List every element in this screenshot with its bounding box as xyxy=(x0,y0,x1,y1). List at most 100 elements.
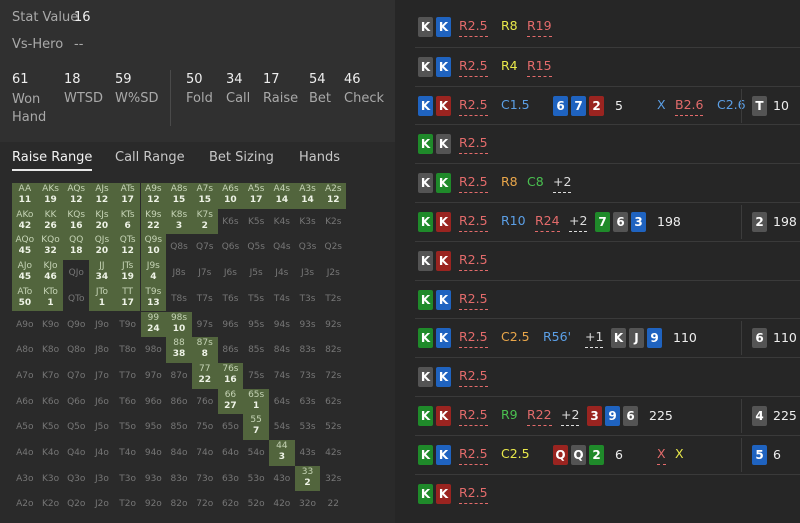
range-cell[interactable]: Q3s xyxy=(295,234,321,260)
range-cell[interactable]: 88 38 xyxy=(166,337,192,363)
range-cell[interactable]: 32o xyxy=(295,491,321,517)
range-cell[interactable]: 72o xyxy=(192,491,218,517)
range-cell[interactable]: K9s 22 xyxy=(140,208,167,235)
range-cell[interactable]: 76o xyxy=(192,389,218,415)
range-cell[interactable]: A4o xyxy=(12,440,38,466)
range-cell[interactable]: A3o xyxy=(12,466,38,492)
range-cell[interactable]: 94s xyxy=(269,312,295,338)
range-cell[interactable]: AA 11 xyxy=(12,183,38,209)
range-cell[interactable]: 82s xyxy=(320,337,346,363)
range-cell[interactable]: 65o xyxy=(218,414,244,440)
range-cell[interactable]: A2s 12 xyxy=(320,183,347,209)
range-cell[interactable]: K2s xyxy=(320,209,346,235)
range-cell[interactable]: QTs 12 xyxy=(114,234,141,261)
range-cell[interactable]: J5s xyxy=(243,260,269,286)
range-cell[interactable]: 84o xyxy=(166,440,192,466)
range-cell[interactable]: J2s xyxy=(320,260,346,286)
range-cell[interactable]: J8s xyxy=(166,260,192,286)
range-cell[interactable]: 75s xyxy=(243,363,269,389)
range-cell[interactable]: KQo 32 xyxy=(37,234,64,261)
tab-bet-sizing[interactable]: Bet Sizing xyxy=(209,150,274,165)
range-cell[interactable]: AQs 12 xyxy=(63,183,90,209)
range-cell[interactable]: 92o xyxy=(141,491,167,517)
range-cell[interactable]: KTo 1 xyxy=(37,285,64,312)
range-cell[interactable]: AKo 42 xyxy=(12,208,38,235)
range-cell[interactable]: J7o xyxy=(89,363,115,389)
range-cell[interactable]: TT 17 xyxy=(114,285,141,312)
range-cell[interactable]: 94o xyxy=(141,440,167,466)
range-cell[interactable]: 77 22 xyxy=(191,362,218,389)
range-cell[interactable]: 82o xyxy=(166,491,192,517)
range-cell[interactable]: A7o xyxy=(12,363,38,389)
range-cell[interactable]: Q6s xyxy=(218,234,244,260)
range-cell[interactable]: 54s xyxy=(269,414,295,440)
range-cell[interactable]: Q2o xyxy=(63,491,89,517)
range-cell[interactable]: QQ 18 xyxy=(63,234,90,261)
range-cell[interactable]: 76s 16 xyxy=(217,362,244,389)
range-cell[interactable]: AKs 19 xyxy=(37,183,64,209)
range-cell[interactable]: 96o xyxy=(141,389,167,415)
range-cell[interactable]: K9o xyxy=(38,312,64,338)
range-cell[interactable]: A9s 12 xyxy=(140,183,167,209)
range-cell[interactable]: 83o xyxy=(166,466,192,492)
range-cell[interactable]: 52o xyxy=(243,491,269,517)
hand-row[interactable]: K K R2.5 C2.5 R56' +1 K J 9 110 6 110 xyxy=(415,318,800,356)
range-cell[interactable]: QJs 20 xyxy=(89,234,115,261)
hand-row[interactable]: K K R2.5 xyxy=(415,279,800,318)
range-cell[interactable]: 93s xyxy=(295,312,321,338)
range-cell[interactable]: 86o xyxy=(166,389,192,415)
range-cell[interactable]: 83s xyxy=(295,337,321,363)
range-cell[interactable]: K8o xyxy=(38,337,64,363)
range-cell[interactable]: T9s 13 xyxy=(140,285,167,312)
range-cell[interactable]: QJo xyxy=(63,260,89,286)
range-cell[interactable]: Q7o xyxy=(63,363,89,389)
hand-row[interactable]: K K R2.5 C1.5 6 7 2 5 X B2.6 C2.6 T 10 xyxy=(415,85,800,124)
range-cell[interactable]: 44 3 xyxy=(269,440,295,466)
tab-raise-range[interactable]: Raise Range xyxy=(12,150,93,171)
range-cell[interactable]: JJ 34 xyxy=(89,260,115,286)
range-cell[interactable]: T5s xyxy=(243,286,269,312)
range-cell[interactable]: KTs 6 xyxy=(114,208,141,235)
range-cell[interactable]: 53s xyxy=(295,414,321,440)
range-cell[interactable]: Q9s 10 xyxy=(140,234,167,261)
hand-row[interactable]: K K R2.5 R4 R15 xyxy=(415,46,800,85)
range-cell[interactable]: J2o xyxy=(89,491,115,517)
range-cell[interactable]: Q9o xyxy=(63,312,89,338)
range-cell[interactable]: 84s xyxy=(269,337,295,363)
range-cell[interactable]: AJs 12 xyxy=(89,183,115,209)
range-cell[interactable]: QTo xyxy=(63,286,89,312)
range-cell[interactable]: K7s 2 xyxy=(191,208,218,235)
range-cell[interactable]: A9o xyxy=(12,312,38,338)
range-cell[interactable]: Q6o xyxy=(63,389,89,415)
range-cell[interactable]: J4s xyxy=(269,260,295,286)
range-cell[interactable]: T2s xyxy=(320,286,346,312)
range-cell[interactable]: 73s xyxy=(295,363,321,389)
range-cell[interactable]: 55 7 xyxy=(243,414,269,440)
hand-row[interactable]: K K R2.5 R8 R19 xyxy=(415,8,800,46)
range-cell[interactable]: 43o xyxy=(269,466,295,492)
range-cell[interactable]: 87s 8 xyxy=(191,337,218,363)
range-cell[interactable]: 64o xyxy=(218,440,244,466)
hand-row[interactable]: K K R2.5 R10 R24 +2 7 6 3 198 2 198 xyxy=(415,202,800,240)
range-cell[interactable]: 63o xyxy=(218,466,244,492)
range-cell[interactable]: T6s xyxy=(218,286,244,312)
range-cell[interactable]: A4s 14 xyxy=(269,183,295,209)
range-cell[interactable]: J4o xyxy=(89,440,115,466)
range-cell[interactable]: T2o xyxy=(115,491,141,517)
range-cell[interactable]: 72s xyxy=(320,363,346,389)
range-cell[interactable]: KJo 46 xyxy=(37,260,64,286)
range-cell[interactable]: T8s xyxy=(166,286,192,312)
range-cell[interactable]: T7s xyxy=(192,286,218,312)
range-cell[interactable]: T7o xyxy=(115,363,141,389)
range-cell[interactable]: 96s xyxy=(218,312,244,338)
range-cell[interactable]: 97o xyxy=(141,363,167,389)
hand-row[interactable]: K K R2.5 R8 C8 +2 xyxy=(415,163,800,201)
range-cell[interactable]: K2o xyxy=(38,491,64,517)
range-cell[interactable]: Q5o xyxy=(63,414,89,440)
range-cell[interactable]: A5o xyxy=(12,414,38,440)
range-cell[interactable]: J6s xyxy=(218,260,244,286)
range-cell[interactable]: JTo 1 xyxy=(89,285,115,312)
tab-hands[interactable]: Hands xyxy=(299,150,341,165)
range-cell[interactable]: 63s xyxy=(295,389,321,415)
hand-row[interactable]: K K R2.5 C2.5 Q Q 2 6 X X 5 6 xyxy=(415,434,800,473)
